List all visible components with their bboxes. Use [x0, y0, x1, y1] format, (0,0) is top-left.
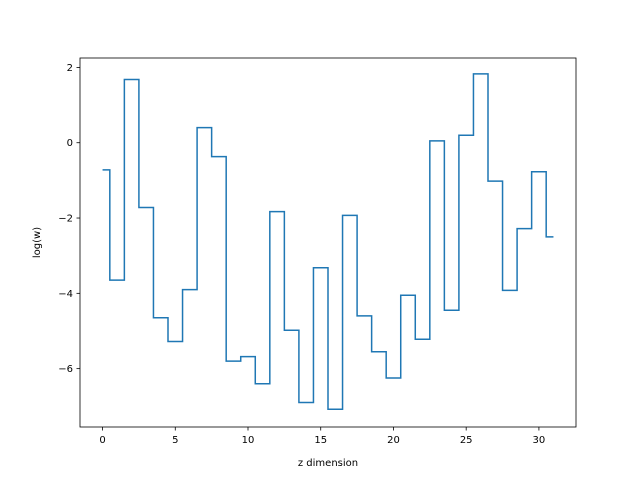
series-line: [102, 73, 554, 411]
y-tick-label: −2: [58, 214, 73, 225]
y-tick-label: 0: [67, 138, 73, 149]
y-tick-label: −6: [58, 364, 73, 375]
y-axis-label: log(w): [32, 227, 43, 258]
x-axis: 0 5 10 15 20 25 30: [99, 427, 545, 446]
plot-group: [102, 73, 554, 411]
x-tick-label: 10: [242, 435, 255, 446]
y-tick-label: −4: [58, 289, 73, 300]
x-tick-label: 30: [533, 435, 546, 446]
x-tick-label: 5: [172, 435, 178, 446]
y-tick-label: 2: [67, 63, 73, 74]
x-tick-label: 15: [314, 435, 327, 446]
y-axis: −6 −4 −2 0 2: [58, 63, 80, 375]
x-tick-label: 20: [387, 435, 400, 446]
plot-frame: [79, 57, 577, 428]
x-tick-label: 25: [460, 435, 473, 446]
x-axis-label: z dimension: [298, 458, 358, 469]
x-tick-label: 0: [99, 435, 105, 446]
